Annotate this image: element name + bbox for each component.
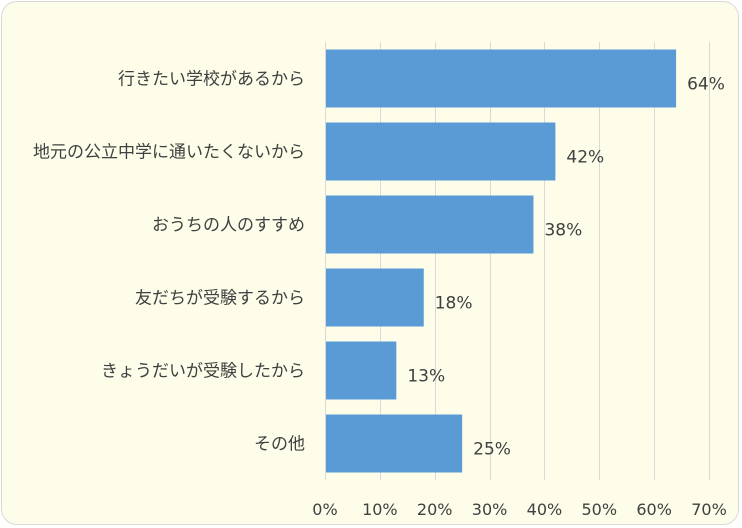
data-label: 13%	[407, 367, 445, 387]
x-tick-label: 10%	[362, 500, 398, 519]
x-tick-label: 20%	[417, 500, 453, 519]
bars	[326, 49, 677, 473]
x-tick-label: 0%	[312, 500, 337, 519]
x-tick-label: 50%	[582, 500, 618, 519]
data-labels: 64% 42% 38% 18% 13% 25%	[407, 75, 725, 460]
category-labels: 行きたい学校があるから地元の公立中学に通いたくないからおうちの人のすすめ友だちが…	[33, 70, 305, 455]
x-tick-label: 60%	[636, 500, 672, 519]
category-label: おうちの人のすすめ	[152, 216, 305, 236]
bar	[326, 122, 556, 181]
data-label: 25%	[473, 440, 511, 460]
x-tick-label: 40%	[527, 500, 563, 519]
bar	[326, 268, 424, 327]
bar	[326, 49, 677, 108]
data-label: 64%	[687, 75, 725, 95]
data-label: 42%	[566, 148, 604, 168]
x-tick-label: 70%	[691, 500, 727, 519]
category-label: その他	[254, 435, 305, 455]
x-axis-tick-labels: 0% 10% 20% 30% 40% 50% 60% 70%	[312, 500, 726, 519]
x-tick-label: 30%	[472, 500, 508, 519]
category-label: きょうだいが受験したから	[101, 362, 305, 382]
bar	[326, 341, 397, 400]
data-label: 18%	[435, 294, 473, 314]
bar	[326, 195, 534, 254]
gridlines	[325, 42, 710, 480]
category-label: 地元の公立中学に通いたくないから	[33, 143, 305, 163]
data-label: 38%	[544, 221, 582, 241]
category-label: 友だちが受験するから	[135, 289, 305, 309]
category-label: 行きたい学校があるから	[118, 70, 305, 90]
bar	[326, 414, 463, 473]
